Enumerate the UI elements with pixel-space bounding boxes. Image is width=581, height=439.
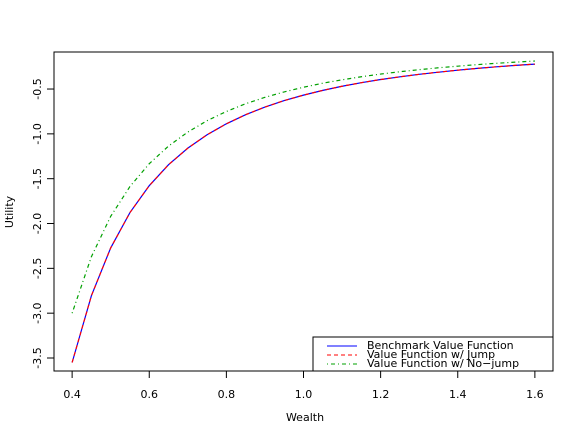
x-tick-label: 1.2 bbox=[372, 388, 390, 401]
x-tick-label: 1.0 bbox=[295, 388, 313, 401]
x-axis-label: Wealth bbox=[286, 411, 324, 424]
y-tick-label: -1.0 bbox=[31, 123, 44, 144]
x-tick-label: 0.8 bbox=[218, 388, 236, 401]
y-tick-label: -0.5 bbox=[31, 78, 44, 99]
y-tick-label: -2.0 bbox=[31, 213, 44, 234]
y-tick-label: -3.5 bbox=[31, 347, 44, 368]
x-tick-label: 0.6 bbox=[140, 388, 158, 401]
y-tick-label: -2.5 bbox=[31, 258, 44, 279]
y-tick-label: -1.5 bbox=[31, 168, 44, 189]
series-line bbox=[71, 63, 535, 363]
series-line bbox=[71, 60, 535, 314]
plot-box bbox=[53, 51, 554, 372]
y-tick-label: -3.0 bbox=[31, 302, 44, 323]
legend-label: Value Function w/ Jump bbox=[367, 348, 495, 361]
x-tick-label: 1.4 bbox=[449, 388, 467, 401]
series-line bbox=[71, 63, 535, 363]
x-tick-label: 1.6 bbox=[526, 388, 544, 401]
legend-box bbox=[312, 336, 554, 372]
y-axis-label: Utility bbox=[3, 195, 16, 228]
x-tick-label: 0.4 bbox=[63, 388, 81, 401]
legend-label: Benchmark Value Function bbox=[367, 339, 514, 352]
legend-label: Value Function w/ No−jump bbox=[367, 357, 519, 370]
